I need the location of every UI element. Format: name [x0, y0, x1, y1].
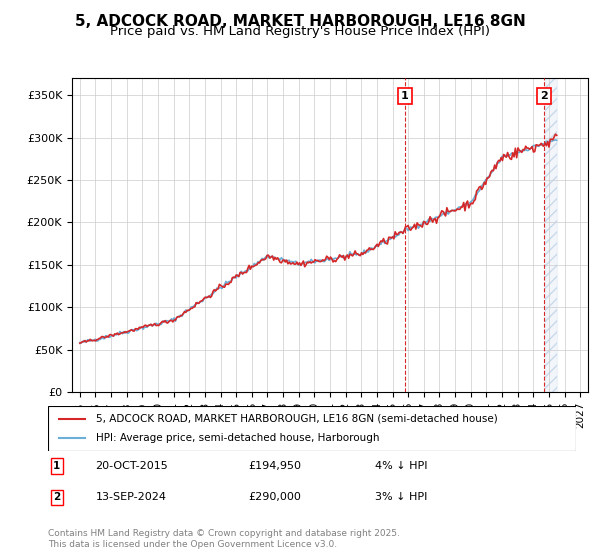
FancyBboxPatch shape — [48, 406, 576, 451]
Text: HPI: Average price, semi-detached house, Harborough: HPI: Average price, semi-detached house,… — [95, 433, 379, 444]
Text: 4% ↓ HPI: 4% ↓ HPI — [376, 461, 428, 471]
Text: £194,950: £194,950 — [248, 461, 302, 471]
Text: Price paid vs. HM Land Registry's House Price Index (HPI): Price paid vs. HM Land Registry's House … — [110, 25, 490, 38]
Text: 2: 2 — [53, 492, 61, 502]
Text: 5, ADCOCK ROAD, MARKET HARBOROUGH, LE16 8GN: 5, ADCOCK ROAD, MARKET HARBOROUGH, LE16 … — [74, 14, 526, 29]
Text: 13-SEP-2024: 13-SEP-2024 — [95, 492, 167, 502]
Text: Contains HM Land Registry data © Crown copyright and database right 2025.
This d: Contains HM Land Registry data © Crown c… — [48, 529, 400, 549]
Text: 2: 2 — [541, 91, 548, 101]
Text: £290,000: £290,000 — [248, 492, 302, 502]
Text: 5, ADCOCK ROAD, MARKET HARBOROUGH, LE16 8GN (semi-detached house): 5, ADCOCK ROAD, MARKET HARBOROUGH, LE16 … — [95, 413, 497, 423]
Text: 1: 1 — [53, 461, 61, 471]
Text: 1: 1 — [401, 91, 409, 101]
Text: 3% ↓ HPI: 3% ↓ HPI — [376, 492, 428, 502]
Text: 20-OCT-2015: 20-OCT-2015 — [95, 461, 168, 471]
